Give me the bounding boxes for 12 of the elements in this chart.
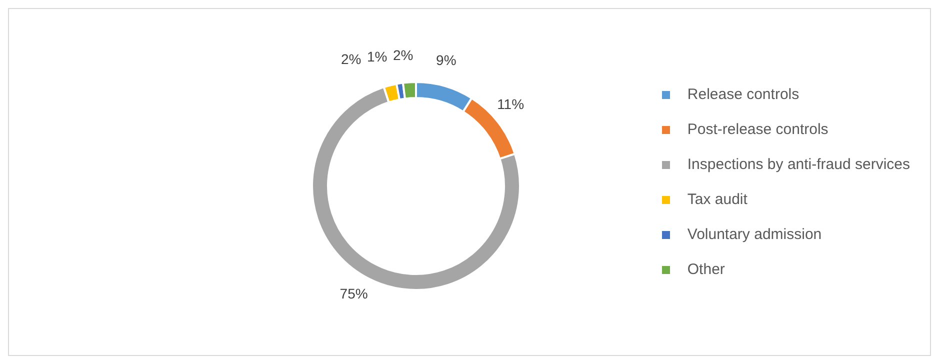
- legend-label: Voluntary admission: [687, 226, 822, 243]
- data-label: 75%: [340, 285, 368, 302]
- legend-label: Inspections by anti-fraud services: [687, 156, 910, 173]
- legend-label: Release controls: [687, 86, 800, 103]
- data-label: 1%: [366, 48, 388, 65]
- legend-label: Other: [687, 261, 725, 278]
- legend-label: Post-release controls: [687, 121, 828, 138]
- legend-label: Tax audit: [687, 191, 748, 208]
- data-label: 9%: [436, 52, 456, 68]
- data-label: 2%: [392, 47, 414, 64]
- data-label: 2%: [340, 50, 362, 67]
- data-label: 11%: [497, 96, 524, 112]
